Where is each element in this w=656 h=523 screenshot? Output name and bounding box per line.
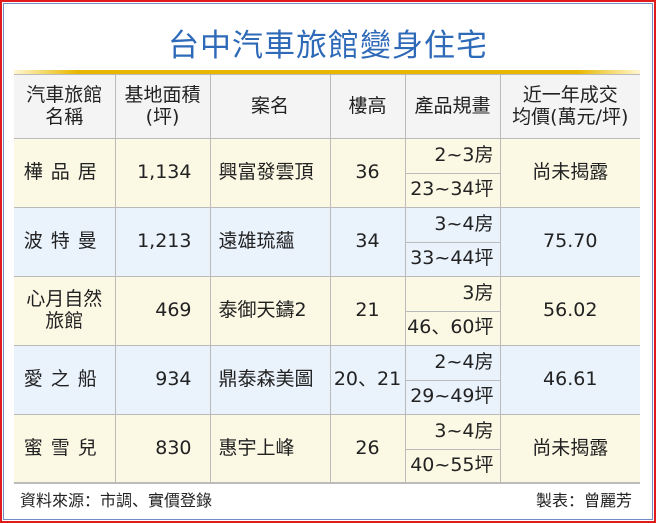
cell-price: 尚未揭露 [499,138,640,208]
cell-floors: 34 [329,207,406,277]
cell-size: 29~49坪 [405,379,500,415]
header-plan: 產品規畫 [404,74,501,139]
cell-area: 469 [114,276,211,346]
cell-project: 惠宇上峰 [209,414,331,484]
cell-floors: 36 [329,138,406,208]
header-project: 案名 [209,74,331,139]
table-row-sub: 40~55坪 [14,448,640,484]
table-row: 心月自然 旅館 469 泰御天鑄2 21 3房 56.02 [14,276,640,346]
source-note: 資料來源：市調、實價登錄 [20,491,213,510]
table-row-sub: 33~44坪 [14,241,640,277]
cell-rooms: 2~4房 [404,345,501,381]
cell-project: 遠雄琉蘊 [209,207,331,277]
cell-motel: 愛之船 [14,345,116,415]
header-price: 近一年成交 均價(萬元/坪) [499,74,640,139]
page-title: 台中汽車旅館變身住宅 [168,28,488,64]
cell-size: 23~34坪 [405,172,500,208]
cell-size: 33~44坪 [405,241,500,277]
cell-size: 46、60坪 [405,310,500,346]
cell-rooms: 3~4房 [404,207,501,243]
cell-area: 830 [114,414,211,484]
footer-divider [14,482,640,483]
cell-rooms: 3房 [404,276,501,312]
table-row-sub: 23~34坪 [14,172,640,208]
cell-motel: 心月自然 旅館 [14,276,116,346]
table-row: 愛之船 934 鼎泰森美圖 20、21 2~4房 46.61 [14,345,640,415]
cell-motel: 波特曼 [14,207,116,277]
header-area-label: 基地面積(坪) [124,83,201,128]
cell-price: 46.61 [499,345,640,415]
cell-project: 興富發雲頂 [209,138,331,208]
cell-floors: 21 [329,276,406,346]
cell-motel: 蜜雪兒 [14,414,116,484]
cell-price: 尚未揭露 [499,414,640,484]
table-row: 波特曼 1,213 遠雄琉蘊 34 3~4房 75.70 [14,207,640,277]
data-table: 汽車旅館 名稱 基地面積(坪) 案名 樓高 產品規畫 近一年成交 均價(萬元/坪) … [14,74,640,484]
cell-area: 1,134 [114,138,211,208]
gold-divider [14,70,640,74]
header-floors: 樓高 [329,74,406,139]
cell-project: 鼎泰森美圖 [209,345,331,415]
cell-rooms: 2~3房 [404,138,501,174]
cell-price: 56.02 [499,276,640,346]
cell-motel: 樺品居 [14,138,116,208]
header-area: 基地面積(坪) [114,74,211,139]
cell-area: 934 [114,345,211,415]
header-row: 汽車旅館 名稱 基地面積(坪) 案名 樓高 產品規畫 近一年成交 均價(萬元/坪) [14,74,640,139]
cell-floors: 26 [329,414,406,484]
cell-price: 75.70 [499,207,640,277]
cell-rooms: 3~4房 [404,414,501,450]
cell-project: 泰御天鑄2 [209,276,331,346]
header-motel: 汽車旅館 名稱 [14,74,116,139]
cell-area: 1,213 [114,207,211,277]
cell-size: 40~55坪 [405,448,500,484]
table-row-sub: 46、60坪 [14,310,640,346]
table-row: 樺品居 1,134 興富發雲頂 36 2~3房 尚未揭露 [14,138,640,208]
table-row-sub: 29~49坪 [14,379,640,415]
cell-floors: 20、21 [329,345,406,415]
table-row: 蜜雪兒 830 惠宇上峰 26 3~4房 尚未揭露 [14,414,640,484]
author-note: 製表：曾麗芳 [535,491,632,510]
